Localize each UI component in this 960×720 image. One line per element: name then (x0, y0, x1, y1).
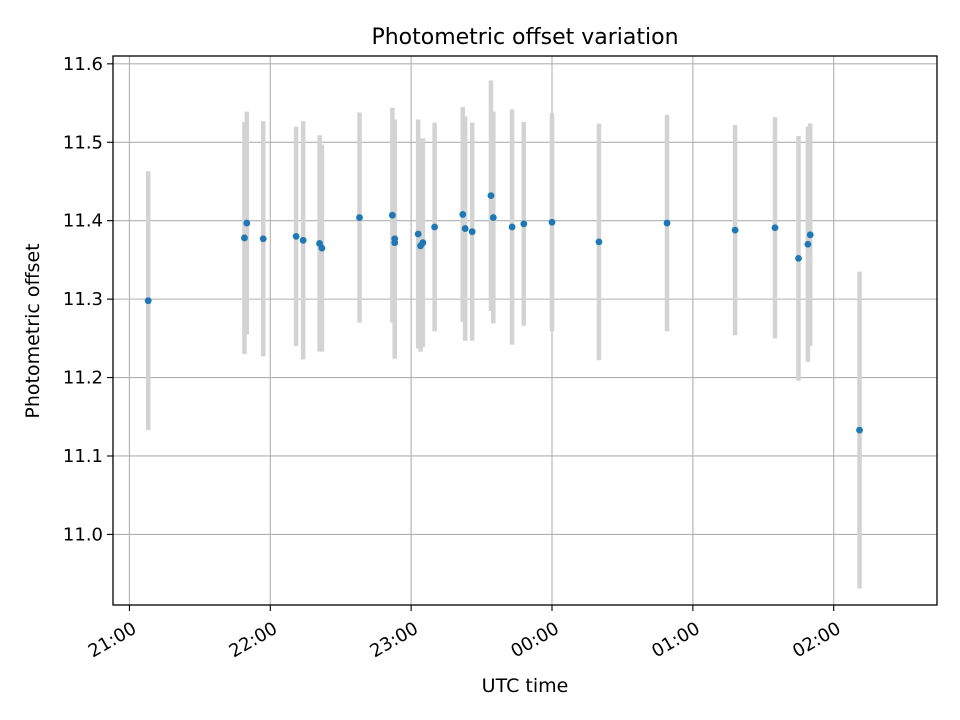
plot-frame (112, 55, 938, 606)
data-point (804, 240, 812, 248)
data-point (508, 223, 516, 231)
data-point (243, 219, 251, 227)
data-point (806, 231, 814, 239)
data-point (489, 214, 497, 221)
data-point (388, 211, 396, 219)
data-point (259, 235, 267, 243)
y-axis-ticks: 11.0 11.1 11.2 11.3 11.4 11.5 11.6 (63, 54, 113, 545)
y-tick-label: 11.6 (63, 54, 103, 75)
y-axis-label: Photometric offset (22, 243, 44, 418)
data-point (292, 232, 300, 240)
data-point (487, 192, 495, 200)
data-point (241, 234, 248, 242)
data-point (144, 297, 152, 305)
data-point (771, 224, 779, 232)
data-point (431, 223, 439, 231)
data-point (461, 225, 469, 232)
data-point (318, 244, 326, 252)
data-point (468, 228, 476, 236)
data-point (414, 230, 422, 238)
data-point (856, 426, 863, 434)
data-point (419, 239, 427, 247)
data-point (731, 226, 739, 234)
data-points (144, 192, 863, 434)
chart-title: Photometric offset variation (371, 25, 678, 50)
data-point (663, 219, 671, 227)
y-tick-label: 11.0 (63, 524, 103, 545)
x-axis-label: UTC time (482, 675, 569, 697)
y-tick-label: 11.2 (63, 368, 103, 389)
data-point (548, 218, 556, 226)
data-point (520, 220, 528, 228)
data-point (299, 236, 307, 244)
y-tick-label: 11.1 (63, 446, 103, 467)
data-point (459, 211, 467, 218)
y-tick-label: 11.3 (63, 289, 103, 310)
data-point (795, 254, 802, 262)
y-tick-label: 11.4 (63, 211, 103, 232)
data-point (391, 239, 399, 247)
data-point (356, 214, 363, 221)
y-tick-label: 11.5 (63, 132, 103, 153)
data-point (595, 238, 603, 246)
